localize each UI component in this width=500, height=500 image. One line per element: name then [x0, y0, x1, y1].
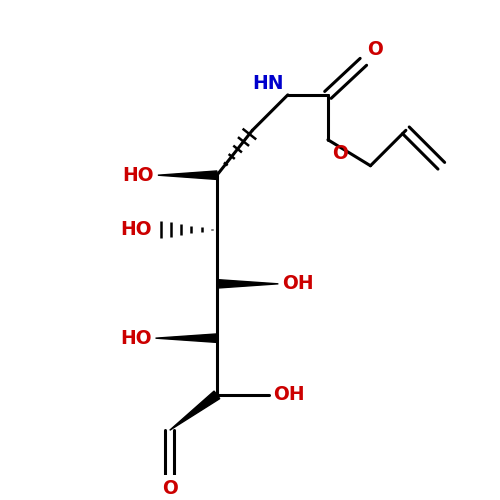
Text: O: O: [332, 144, 347, 163]
Polygon shape: [217, 280, 278, 288]
Text: HO: HO: [120, 220, 152, 239]
Text: HO: HO: [122, 166, 154, 184]
Polygon shape: [170, 391, 220, 430]
Text: OH: OH: [272, 386, 304, 404]
Text: HN: HN: [252, 74, 284, 92]
Text: HO: HO: [120, 328, 152, 347]
Polygon shape: [158, 171, 217, 179]
Text: O: O: [162, 479, 178, 498]
Text: OH: OH: [282, 274, 314, 293]
Polygon shape: [156, 334, 217, 342]
Text: O: O: [367, 40, 383, 60]
